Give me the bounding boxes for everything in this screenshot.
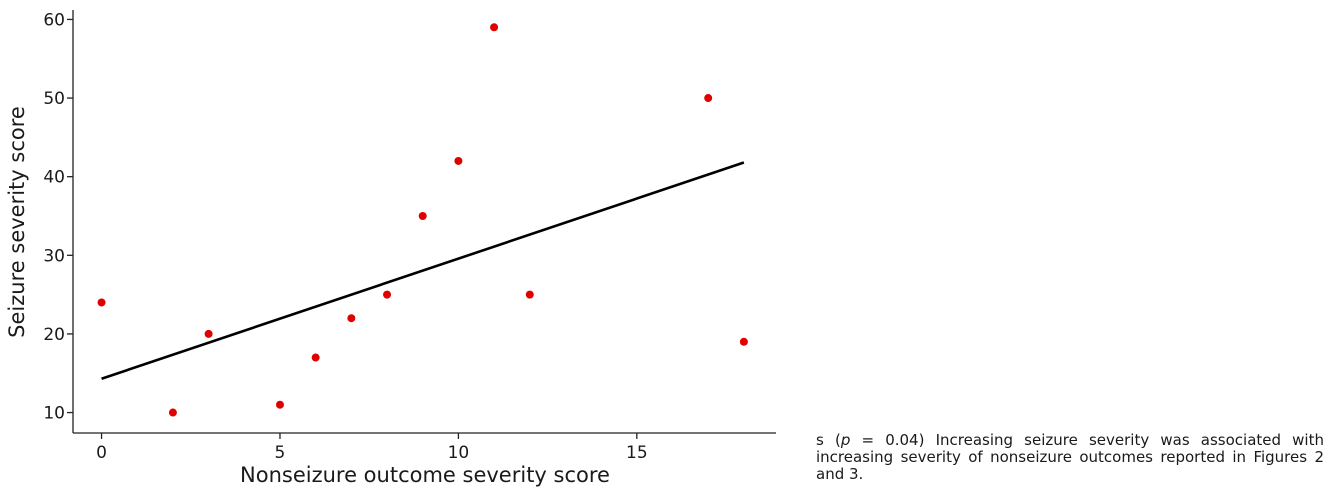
y-tick-label: 40: [43, 168, 65, 188]
chart-trendline-layer: [101, 161, 745, 380]
caption-prefix: s (: [816, 431, 841, 449]
data-point: [454, 156, 463, 165]
regression-line: [101, 161, 745, 380]
y-tick-label: 60: [43, 10, 65, 30]
data-point: [168, 408, 177, 417]
scatter-chart: 0 5 10 15 10 20 30 40 50 60 Nonseizure outcome se…: [5, 10, 776, 487]
x-tick-label: 5: [275, 443, 286, 463]
x-axis-title: Nonseizure outcome severity score: [240, 463, 610, 487]
data-point: [739, 337, 748, 346]
y-tick-label: 20: [43, 325, 65, 345]
data-point: [204, 329, 213, 338]
y-tick-label: 10: [43, 404, 65, 424]
x-tick-label: 15: [626, 443, 648, 463]
data-point: [383, 290, 392, 299]
y-tick-label: 50: [43, 89, 65, 109]
data-point: [347, 314, 356, 323]
data-point: [418, 211, 427, 220]
data-point: [525, 290, 534, 299]
data-point: [490, 23, 499, 32]
y-tick-label: 30: [43, 246, 65, 266]
caption-text: = 0.04) Increasing seizure severity was …: [816, 431, 1324, 483]
y-axis-title: Seizure severity score: [5, 106, 29, 338]
data-point: [311, 353, 320, 362]
x-tick-label: 10: [448, 443, 470, 463]
data-point: [275, 400, 284, 409]
figure-caption: s (p = 0.04) Increasing seizure severity…: [816, 432, 1324, 483]
x-tick-label: 0: [96, 443, 107, 463]
chart-points-layer: [97, 23, 748, 417]
chart-axes: 0 5 10 15 10 20 30 40 50 60: [43, 10, 776, 463]
data-point: [704, 94, 713, 103]
caption-p-symbol: p: [840, 431, 851, 449]
data-point: [97, 298, 106, 307]
